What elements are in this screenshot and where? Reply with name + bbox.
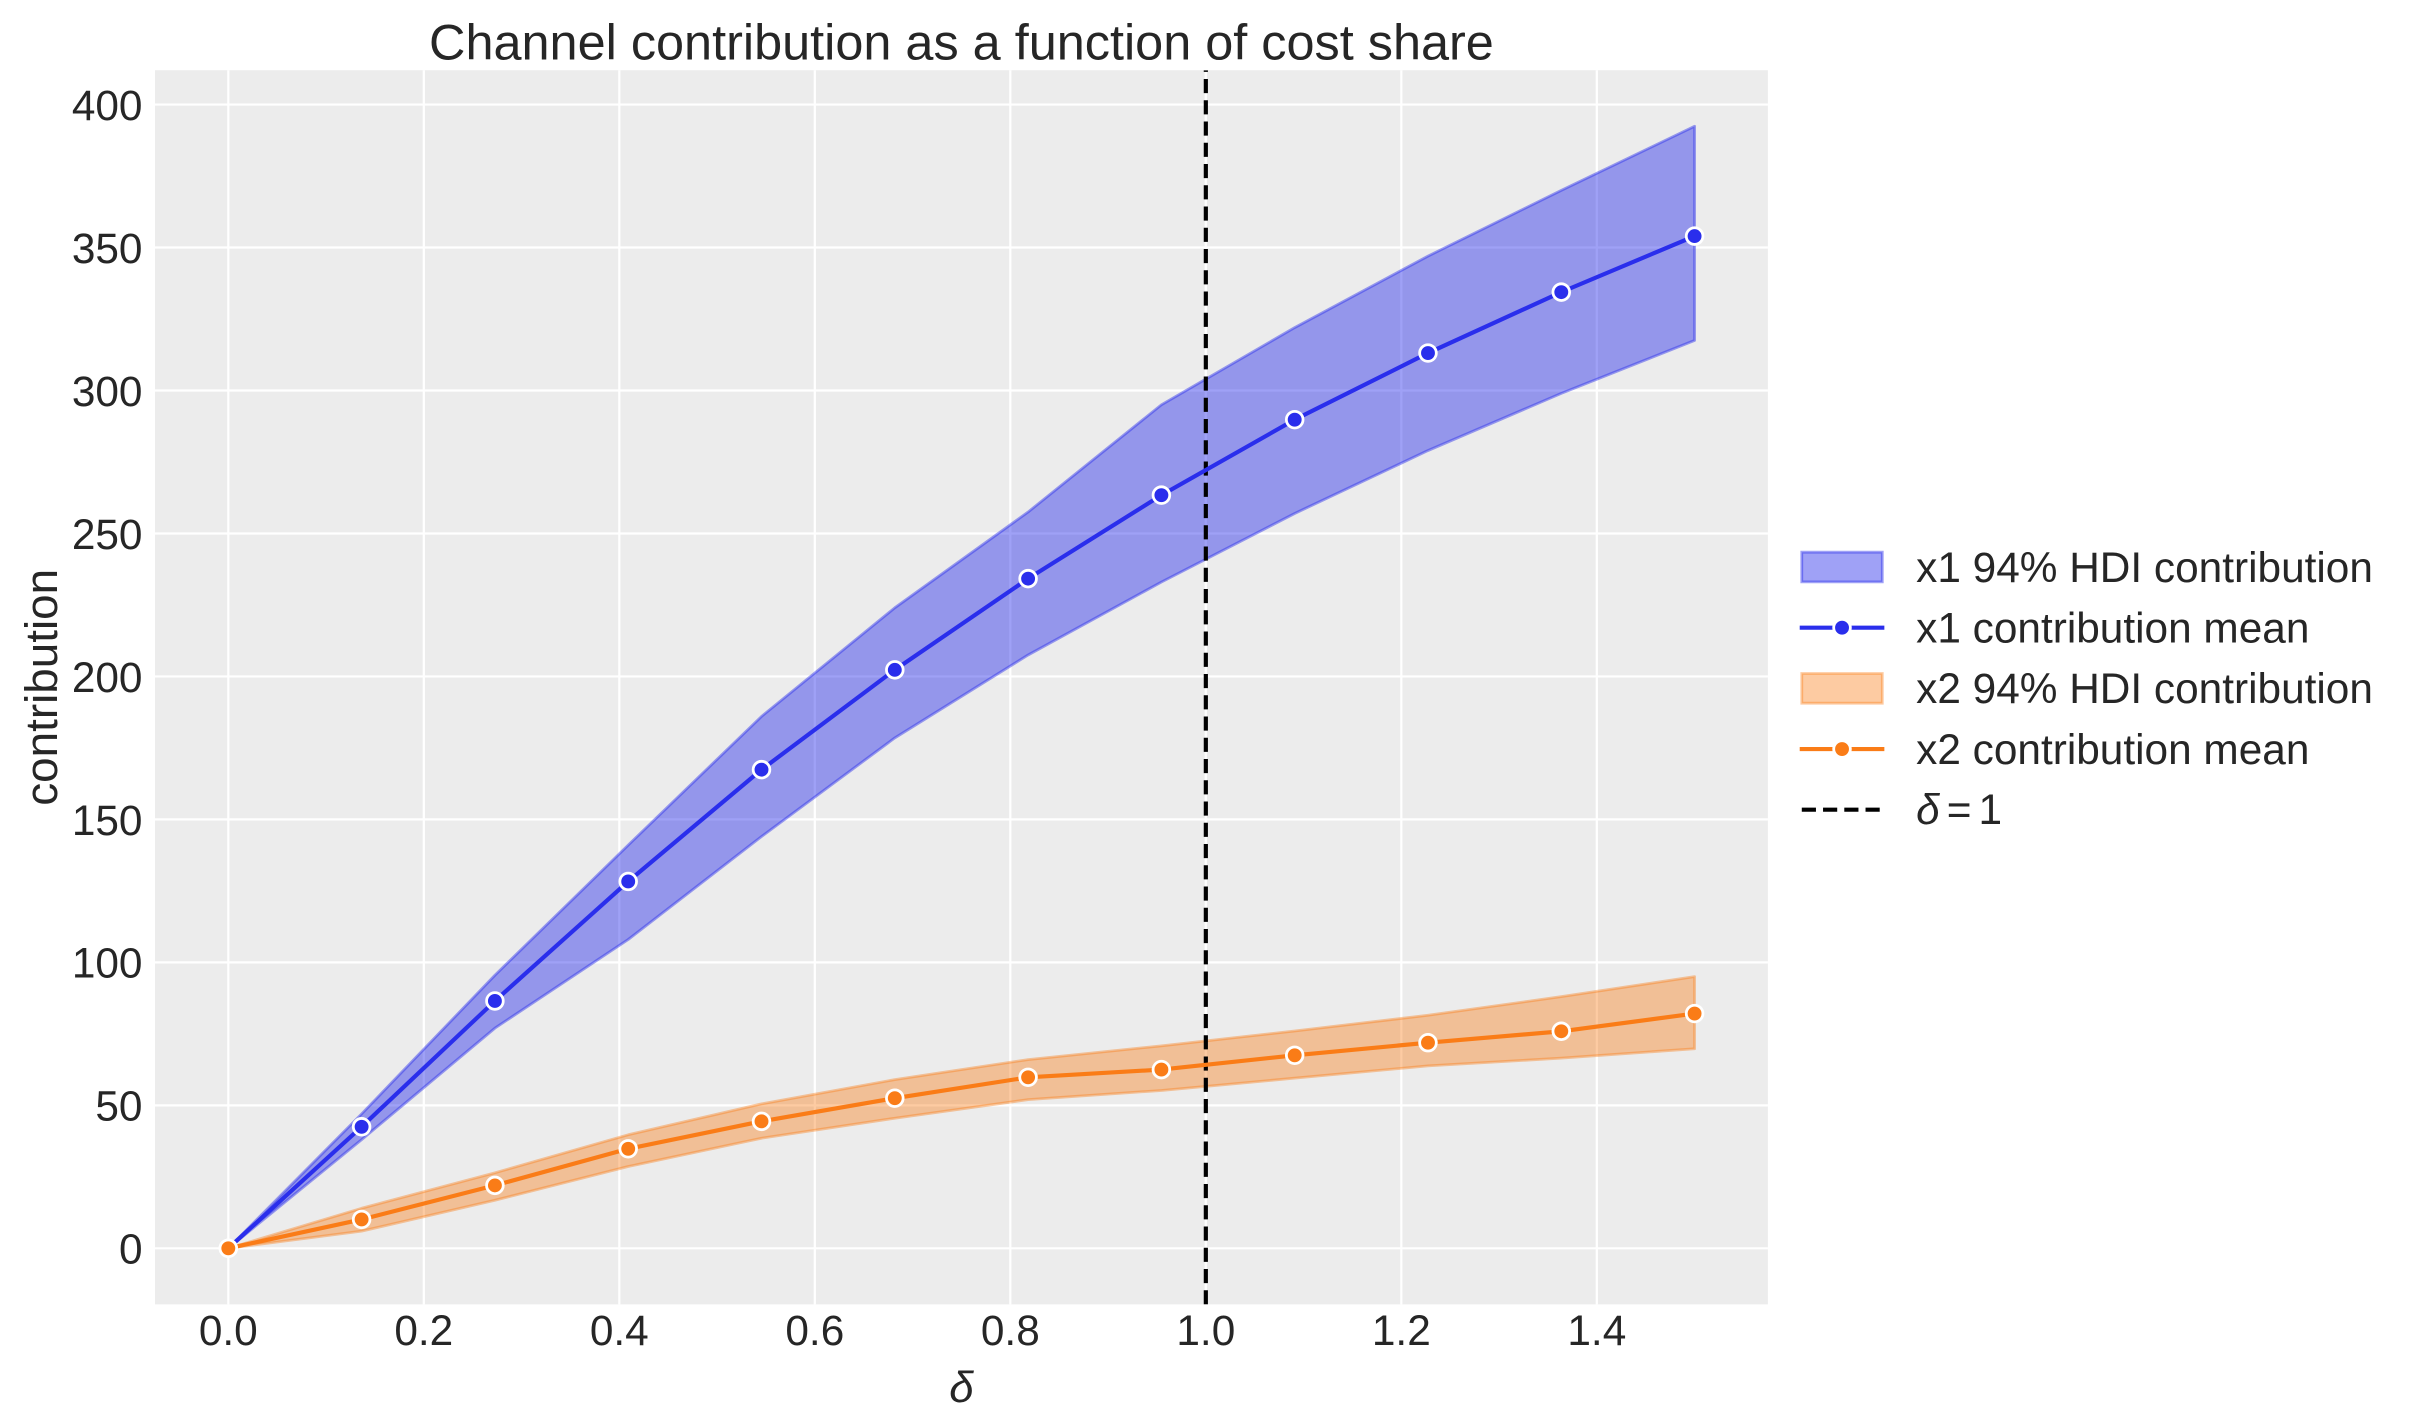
svg-text:1.4: 1.4 <box>1567 1307 1626 1354</box>
svg-text:350: 350 <box>72 225 143 272</box>
svg-text:400: 400 <box>72 82 143 129</box>
svg-text:50: 50 <box>95 1083 142 1130</box>
svg-text:δ = 1: δ = 1 <box>1916 786 2002 833</box>
svg-text:0.4: 0.4 <box>590 1307 649 1354</box>
svg-text:0.6: 0.6 <box>785 1307 844 1354</box>
svg-text:x2 contribution mean: x2 contribution mean <box>1916 726 2309 773</box>
svg-text:δ: δ <box>949 1363 974 1412</box>
svg-text:Channel contribution as a func: Channel contribution as a function of co… <box>429 14 1494 71</box>
svg-text:150: 150 <box>72 797 143 844</box>
svg-text:200: 200 <box>72 654 143 701</box>
svg-text:300: 300 <box>72 368 143 415</box>
svg-text:x1 94% HDI contribution: x1 94% HDI contribution <box>1916 544 2373 591</box>
svg-text:contribution: contribution <box>16 569 67 806</box>
svg-text:0: 0 <box>119 1226 143 1273</box>
svg-text:0.0: 0.0 <box>199 1307 258 1354</box>
svg-text:250: 250 <box>72 511 143 558</box>
svg-text:x2 94% HDI contribution: x2 94% HDI contribution <box>1916 665 2373 712</box>
svg-text:1.2: 1.2 <box>1372 1307 1431 1354</box>
svg-text:0.2: 0.2 <box>394 1307 453 1354</box>
svg-text:100: 100 <box>72 940 143 987</box>
svg-text:0.8: 0.8 <box>981 1307 1040 1354</box>
svg-text:x1 contribution mean: x1 contribution mean <box>1916 605 2309 652</box>
svg-text:1.0: 1.0 <box>1176 1307 1235 1354</box>
